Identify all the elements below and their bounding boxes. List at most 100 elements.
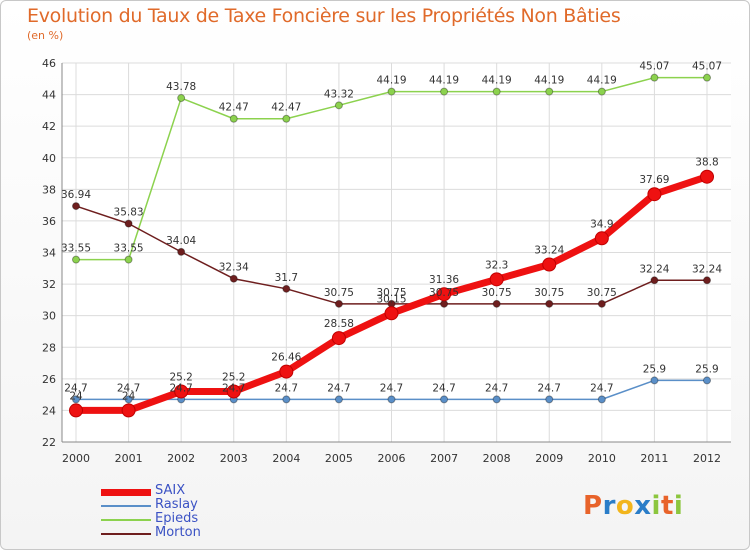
data-point-raslay [597, 395, 606, 404]
data-point-epieds [124, 255, 133, 264]
x-tick-label: 2002 [167, 452, 195, 465]
logo-letter: x [634, 491, 652, 521]
data-label-epieds: 45.07 [639, 61, 669, 73]
data-label-saix: 34.9 [590, 218, 613, 230]
data-point-saix [121, 403, 136, 418]
data-label-morton: 30.75 [376, 287, 406, 299]
data-label-morton: 30.75 [324, 287, 354, 299]
y-tick-label: 38 [42, 183, 56, 196]
data-label-morton: 35.83 [114, 207, 144, 219]
data-point-saix [594, 231, 609, 246]
data-label-raslay: 24.7 [380, 382, 403, 394]
x-tick-label: 2007 [430, 452, 458, 465]
data-point-epieds [387, 87, 396, 96]
data-point-saix [489, 272, 504, 287]
data-point-epieds [282, 114, 291, 123]
legend-swatch-saix [101, 489, 151, 496]
data-point-morton [597, 299, 606, 308]
data-point-saix [647, 187, 662, 202]
data-point-morton [703, 276, 711, 285]
data-label-saix: 25.2 [169, 371, 192, 383]
data-label-raslay: 24.7 [275, 382, 298, 394]
x-tick-label: 2005 [325, 452, 353, 465]
logo-letter: t [660, 491, 674, 521]
legend-item-raslay[interactable]: Raslay [101, 497, 301, 513]
data-label-morton: 30.75 [534, 287, 564, 299]
data-point-epieds [545, 87, 554, 96]
data-point-raslay [387, 395, 396, 404]
y-tick-label: 28 [42, 341, 56, 354]
data-point-saix [384, 306, 399, 321]
data-point-saix [174, 384, 189, 399]
x-tick-label: 2001 [115, 452, 143, 465]
y-tick-label: 46 [42, 57, 56, 70]
data-point-morton [650, 276, 659, 285]
data-label-raslay: 24.7 [64, 382, 87, 394]
y-tick-label: 34 [42, 247, 56, 260]
data-point-saix [279, 364, 294, 379]
data-label-raslay: 24.7 [485, 382, 508, 394]
data-label-epieds: 44.19 [376, 75, 406, 87]
chart-title: Evolution du Taux de Taxe Foncière sur l… [27, 5, 621, 27]
data-point-epieds [703, 73, 711, 82]
data-point-raslay [124, 395, 133, 404]
logo-letter: r [602, 491, 616, 521]
chart-legend: SAIX Raslay Epieds Morton [101, 483, 301, 541]
data-label-saix: 24 [122, 390, 136, 402]
data-point-saix [437, 287, 452, 302]
data-label-saix: 24 [69, 390, 83, 402]
data-label-saix: 33.24 [534, 245, 564, 257]
data-label-saix: 32.3 [485, 259, 508, 271]
data-point-epieds [650, 73, 659, 82]
data-label-raslay: 24.7 [327, 382, 350, 394]
data-label-morton: 30.75 [587, 287, 617, 299]
data-point-morton [545, 299, 554, 308]
legend-item-morton[interactable]: Morton [101, 525, 301, 541]
y-tick-label: 40 [42, 152, 56, 165]
data-point-raslay [440, 395, 449, 404]
data-point-saix [542, 257, 557, 272]
legend-item-epieds[interactable]: Epieds [101, 512, 301, 527]
logo-letter: i [651, 491, 661, 521]
legend-swatch-raslay [101, 505, 151, 507]
y-tick-label: 32 [42, 278, 56, 291]
data-label-morton: 32.34 [219, 262, 249, 274]
data-label-morton: 30.75 [482, 287, 512, 299]
data-label-epieds: 33.55 [61, 243, 91, 255]
data-label-saix: 30.15 [376, 293, 406, 305]
data-label-morton: 36.94 [61, 189, 91, 201]
data-point-morton [72, 202, 80, 211]
logo-letter: P [583, 491, 603, 521]
data-point-epieds [229, 114, 238, 123]
proxiti-logo: Proxiti [583, 491, 683, 521]
data-point-saix [331, 331, 346, 346]
data-point-morton [334, 299, 343, 308]
data-label-saix: 37.69 [639, 174, 669, 186]
data-label-saix: 26.46 [271, 352, 301, 364]
logo-letter: o [615, 491, 635, 521]
legend-label-raslay: Raslay [155, 497, 198, 512]
data-label-epieds: 33.55 [114, 243, 144, 255]
y-tick-label: 44 [42, 89, 56, 102]
data-label-epieds: 44.19 [429, 75, 459, 87]
legend-item-saix[interactable]: SAIX [101, 483, 301, 499]
legend-label-saix: SAIX [155, 483, 186, 498]
data-point-epieds [597, 87, 606, 96]
y-tick-label: 22 [42, 436, 56, 449]
legend-swatch-epieds [101, 519, 151, 521]
y-tick-label: 30 [42, 310, 56, 323]
y-tick-label: 26 [42, 373, 56, 386]
legend-label-morton: Morton [155, 525, 201, 540]
x-tick-label: 2006 [378, 452, 406, 465]
data-label-epieds: 45.07 [692, 61, 722, 73]
data-label-saix: 25.2 [222, 371, 245, 383]
y-tick-label: 24 [42, 404, 56, 417]
data-point-morton [124, 219, 133, 228]
data-point-epieds [177, 94, 186, 103]
x-tick-label: 2008 [483, 452, 511, 465]
legend-swatch-morton [101, 533, 151, 535]
data-label-morton: 31.7 [275, 272, 298, 284]
data-label-morton: 32.24 [692, 263, 722, 275]
data-label-raslay: 24.7 [538, 382, 561, 394]
